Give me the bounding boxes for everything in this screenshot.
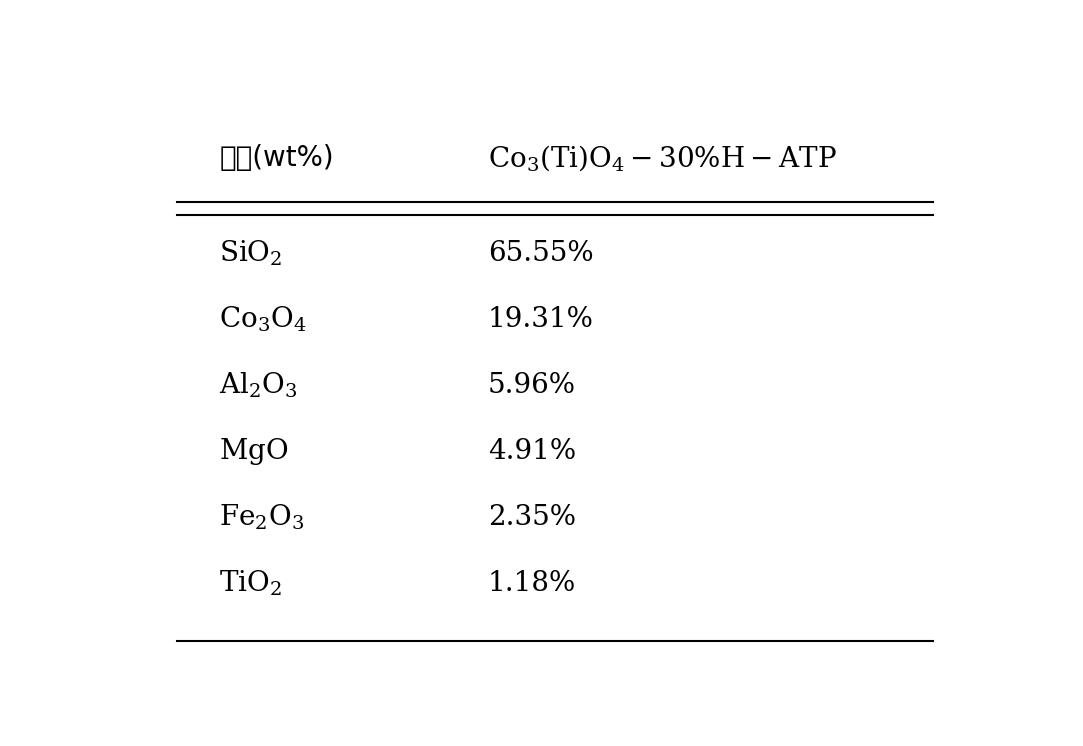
Text: 65.55%: 65.55% xyxy=(487,239,593,267)
Text: $\mathregular{Fe_{2}O_{3}}$: $\mathregular{Fe_{2}O_{3}}$ xyxy=(219,503,304,532)
Text: 19.31%: 19.31% xyxy=(487,306,593,333)
Text: $\mathregular{TiO_{2}}$: $\mathregular{TiO_{2}}$ xyxy=(219,568,283,598)
Text: $\mathregular{SiO_{2}}$: $\mathregular{SiO_{2}}$ xyxy=(219,239,283,268)
Text: 4.91%: 4.91% xyxy=(487,438,576,465)
Text: 5.96%: 5.96% xyxy=(487,372,576,399)
Text: 组分(wt%): 组分(wt%) xyxy=(219,145,334,172)
Text: $\mathregular{Al_{2}O_{3}}$: $\mathregular{Al_{2}O_{3}}$ xyxy=(219,371,298,400)
Text: $\mathregular{MgO}$: $\mathregular{MgO}$ xyxy=(219,436,288,467)
Text: 2.35%: 2.35% xyxy=(487,504,576,531)
Text: 1.18%: 1.18% xyxy=(487,570,576,597)
Text: $\mathregular{Co_{3}O_{4}}$: $\mathregular{Co_{3}O_{4}}$ xyxy=(219,304,306,334)
Text: $\mathregular{Co_{3}(Ti)O_{4}-30\%H-ATP}$: $\mathregular{Co_{3}(Ti)O_{4}-30\%H-ATP}… xyxy=(487,143,836,174)
